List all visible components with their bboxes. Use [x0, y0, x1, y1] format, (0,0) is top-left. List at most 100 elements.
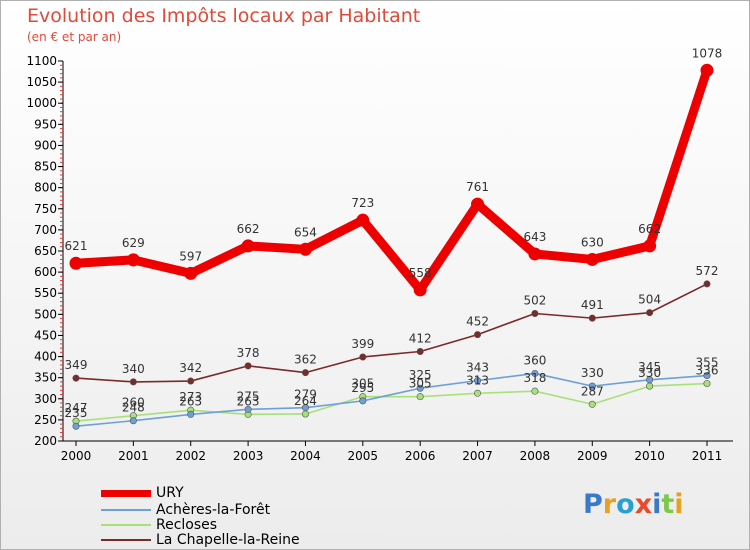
data-label-la-chapelle-la-reine: 340	[122, 362, 145, 376]
data-label-recloses: 263	[237, 394, 260, 408]
data-label-recloses: 305	[409, 377, 432, 391]
data-label-recloses: 273	[179, 390, 202, 404]
data-point-acheres-la-foret	[646, 376, 654, 384]
data-point-ury	[241, 239, 255, 253]
y-tick-label: 550	[34, 286, 57, 300]
data-point-acheres-la-foret	[301, 404, 309, 412]
data-point-la-chapelle-la-reine	[301, 369, 309, 377]
y-tick-label: 700	[34, 223, 57, 237]
y-tick-label: 350	[34, 371, 57, 385]
data-point-ury	[69, 256, 83, 270]
data-label-ury: 629	[122, 236, 145, 250]
legend-swatch-ury	[101, 489, 151, 497]
proxiti-logo: Proxiti	[583, 489, 684, 520]
data-label-recloses: 260	[122, 396, 145, 410]
legend-item-recloses: Recloses	[101, 517, 217, 533]
x-tick-label: 2001	[118, 449, 149, 463]
data-point-recloses	[474, 389, 482, 397]
data-label-la-chapelle-la-reine: 572	[696, 264, 719, 278]
data-label-la-chapelle-la-reine: 504	[638, 293, 661, 307]
data-label-ury: 662	[237, 222, 260, 236]
data-point-recloses	[646, 382, 654, 390]
data-label-ury: 630	[581, 235, 604, 249]
data-point-la-chapelle-la-reine	[244, 362, 252, 370]
y-tick-label: 950	[34, 117, 57, 131]
legend-swatch-acheres	[101, 509, 151, 511]
data-label-acheres-la-foret: 263	[179, 394, 202, 408]
y-tick-label: 900	[34, 138, 57, 152]
legend-item-ury: URY	[101, 485, 184, 501]
data-label-la-chapelle-la-reine: 362	[294, 353, 317, 367]
series-line-ury	[71, 65, 712, 295]
data-point-la-chapelle-la-reine	[531, 309, 539, 317]
data-label-ury: 621	[65, 239, 88, 253]
y-tick-label: 200	[34, 434, 57, 448]
data-point-ury	[126, 253, 140, 267]
data-label-recloses: 330	[638, 366, 661, 380]
data-label-ury: 761	[466, 180, 489, 194]
data-label-recloses: 247	[65, 401, 88, 415]
data-point-recloses	[301, 410, 309, 418]
data-point-ury	[528, 247, 542, 261]
series-layer	[69, 63, 714, 430]
data-label-acheres-la-foret: 295	[351, 381, 374, 395]
data-label-recloses: 313	[466, 373, 489, 387]
data-label-la-chapelle-la-reine: 349	[65, 358, 88, 372]
data-label-recloses: 287	[581, 384, 604, 398]
x-tick-label: 2002	[175, 449, 206, 463]
y-tick-label: 1000	[26, 96, 57, 110]
data-label-la-chapelle-la-reine: 412	[409, 331, 432, 345]
data-label-la-chapelle-la-reine: 491	[581, 298, 604, 312]
data-label-acheres-la-foret: 275	[237, 389, 260, 403]
data-point-la-chapelle-la-reine	[72, 374, 80, 382]
data-point-acheres-la-foret	[244, 405, 252, 413]
data-point-la-chapelle-la-reine	[588, 314, 596, 322]
x-tick-label: 2003	[233, 449, 264, 463]
y-tick-label: 1050	[26, 75, 57, 89]
legend-swatch-recloses	[101, 524, 151, 526]
data-point-acheres-la-foret	[416, 384, 424, 392]
data-label-la-chapelle-la-reine: 399	[351, 337, 374, 351]
data-point-acheres-la-foret	[531, 369, 539, 377]
legend-label-la-chapelle: La Chapelle-la-Reine	[156, 532, 300, 548]
data-label-acheres-la-foret: 248	[122, 401, 145, 415]
data-label-ury: 643	[523, 230, 546, 244]
x-tick-label: 2000	[61, 449, 92, 463]
data-point-acheres-la-foret	[703, 372, 711, 380]
data-label-la-chapelle-la-reine: 502	[523, 293, 546, 307]
x-tick-label: 2009	[577, 449, 608, 463]
y-tick-label: 600	[34, 265, 57, 279]
y-tick-label: 450	[34, 328, 57, 342]
data-point-acheres-la-foret	[72, 422, 80, 430]
series-line-la-chapelle-la-reine	[75, 283, 708, 383]
data-label-recloses: 318	[523, 371, 546, 385]
x-tick-label: 2006	[405, 449, 436, 463]
series-line-acheres-la-foret	[75, 372, 708, 428]
data-point-la-chapelle-la-reine	[703, 280, 711, 288]
data-label-la-chapelle-la-reine: 342	[179, 361, 202, 375]
data-label-ury: 723	[351, 196, 374, 210]
x-tick-label: 2004	[290, 449, 321, 463]
y-tick-label: 300	[34, 392, 57, 406]
legend-swatch-la-chapelle	[101, 539, 151, 541]
data-label-acheres-la-foret: 355	[696, 356, 719, 370]
data-label-recloses: 264	[294, 394, 317, 408]
series-line-recloses	[75, 382, 708, 422]
chart-subtitle: (en € et par an)	[27, 30, 122, 44]
data-label-acheres-la-foret: 343	[466, 361, 489, 375]
data-point-ury	[700, 63, 714, 77]
data-label-recloses: 336	[696, 364, 719, 378]
data-point-acheres-la-foret	[588, 382, 596, 390]
data-point-la-chapelle-la-reine	[129, 378, 137, 386]
data-label-acheres-la-foret: 330	[581, 366, 604, 380]
data-label-la-chapelle-la-reine: 452	[466, 315, 489, 329]
data-point-ury	[413, 283, 427, 297]
data-label-ury: 654	[294, 225, 317, 239]
data-point-la-chapelle-la-reine	[646, 309, 654, 317]
data-label-ury: 662	[638, 222, 661, 236]
x-tick-label: 2011	[692, 449, 723, 463]
x-tick-label: 2005	[348, 449, 379, 463]
x-tick-label: 2010	[634, 449, 665, 463]
data-point-acheres-la-foret	[187, 410, 195, 418]
data-label-acheres-la-foret: 345	[638, 360, 661, 374]
